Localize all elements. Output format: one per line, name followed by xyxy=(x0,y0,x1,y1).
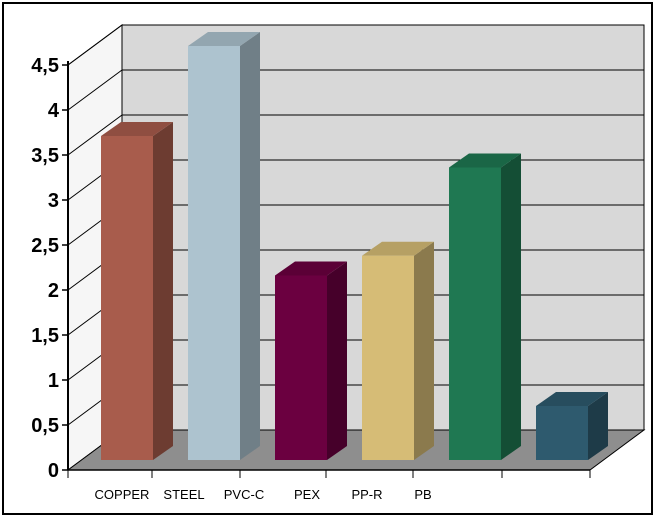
bar xyxy=(101,136,153,460)
bar-side xyxy=(153,122,173,460)
bar xyxy=(362,255,414,460)
bar-side xyxy=(588,392,608,460)
bar-top xyxy=(101,122,173,136)
bar-top xyxy=(536,392,608,406)
bar xyxy=(188,46,240,460)
gridline-depth xyxy=(67,114,123,156)
y-tick-label: 3 xyxy=(48,190,59,212)
x-tick-label: PVC-C xyxy=(224,487,264,502)
gridline-depth xyxy=(67,69,123,111)
y-tick-label: 1 xyxy=(48,370,59,392)
x-tick-label: PEX xyxy=(294,487,320,502)
x-tick-label: STEEL xyxy=(163,487,204,502)
bar xyxy=(275,275,327,460)
bar xyxy=(536,406,588,460)
bar-side xyxy=(501,153,521,460)
bar xyxy=(449,167,501,460)
x-tick-label: COPPER xyxy=(95,487,150,502)
y-tick-label: 4 xyxy=(48,100,60,122)
bar-side xyxy=(414,241,434,460)
bar-top xyxy=(188,32,260,46)
bar-top xyxy=(449,153,521,168)
y-tick-label: 2 xyxy=(48,280,59,302)
y-tick-label: 1,5 xyxy=(31,325,59,347)
y-tick-label: 4,5 xyxy=(31,55,59,77)
x-tick-label: PB xyxy=(414,487,431,502)
y-tick-label: 0,5 xyxy=(31,415,59,437)
gridline-depth xyxy=(67,24,123,66)
bar-side xyxy=(240,32,260,460)
bar-side xyxy=(327,261,347,460)
y-tick-label: 0 xyxy=(48,460,59,482)
y-tick-label: 3,5 xyxy=(31,145,59,167)
bar-top xyxy=(275,261,347,276)
y-tick-label: 2,5 xyxy=(31,235,59,257)
bar-top xyxy=(362,241,434,256)
x-tick-label: PP-R xyxy=(351,487,382,502)
